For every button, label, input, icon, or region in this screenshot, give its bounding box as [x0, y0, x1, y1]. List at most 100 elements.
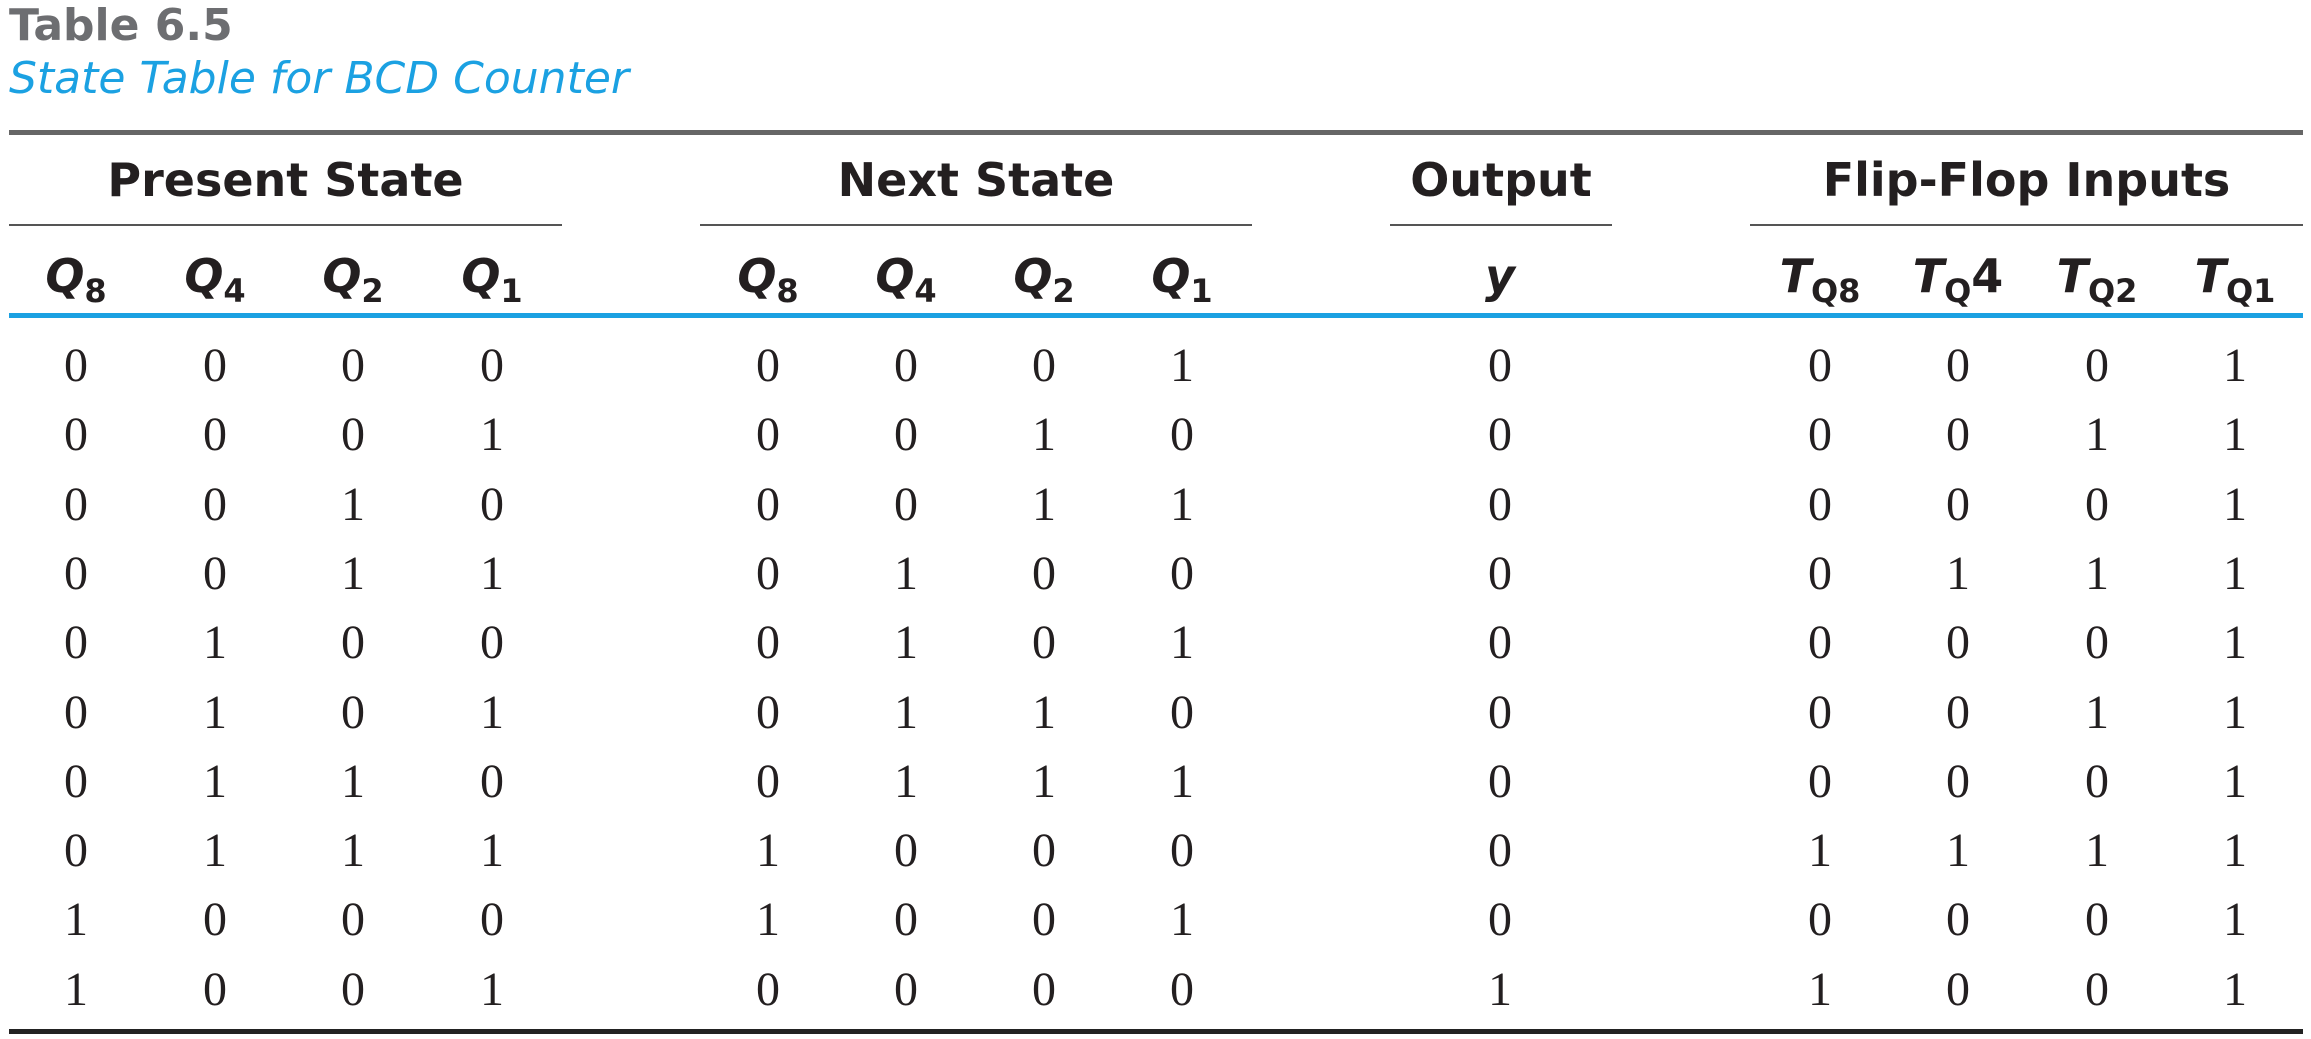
- table-cell: 1: [1170, 755, 1194, 808]
- table-cell: 0: [756, 686, 780, 739]
- column-header-tq1: TQ1: [2185, 246, 2285, 311]
- table-caption: State Table for BCD Counter: [9, 53, 629, 104]
- table-cell: 0: [1808, 478, 1832, 531]
- table-cell: 1: [2223, 755, 2247, 808]
- table-cell: 1: [203, 686, 227, 739]
- table-cell: 1: [1946, 824, 1970, 877]
- table-cell: 0: [1032, 547, 1056, 600]
- table-cell: 0: [1170, 408, 1194, 461]
- table-cell: 0: [1808, 339, 1832, 392]
- table-cell: 0: [341, 963, 365, 1016]
- table-cell: 1: [2223, 686, 2247, 739]
- group-rule-output: [1390, 224, 1612, 226]
- table-cell: 1: [2223, 339, 2247, 392]
- group-header-flip-flop-inputs: Flip-Flop Inputs: [1822, 153, 2231, 207]
- table-cell: 1: [1032, 478, 1056, 531]
- table-cell: 0: [1488, 824, 1512, 877]
- column-header-next-q4: Q4: [856, 246, 956, 311]
- column-header-subscript: 4: [914, 272, 937, 310]
- table-cell: 0: [1946, 893, 1970, 946]
- column-header-subscript: 2: [361, 272, 384, 310]
- table-cell: 1: [1032, 686, 1056, 739]
- table-cell: 0: [341, 616, 365, 669]
- column-header-subscript: 2: [1052, 272, 1075, 310]
- table-cell: 1: [2223, 616, 2247, 669]
- table-cell: 0: [2085, 755, 2109, 808]
- table-cell: 0: [1808, 755, 1832, 808]
- table-cell: 0: [1488, 893, 1512, 946]
- table-cell: 1: [341, 478, 365, 531]
- table-cell: 1: [341, 755, 365, 808]
- table-cell: 1: [1170, 478, 1194, 531]
- group-rule-next-state: [700, 224, 1252, 226]
- table-cell: 1: [2223, 824, 2247, 877]
- column-header-subscript: 8: [776, 272, 799, 310]
- table-cell: 1: [480, 963, 504, 1016]
- table-cell: 0: [1946, 963, 1970, 1016]
- table-cell: 1: [1170, 339, 1194, 392]
- column-header-next-q1: Q1: [1132, 246, 1232, 311]
- group-header-next-state: Next State: [837, 153, 1115, 207]
- table-cell: 0: [203, 339, 227, 392]
- bottom-rule: [9, 1029, 2303, 1034]
- table-cell: 0: [341, 686, 365, 739]
- table-cell: 0: [203, 893, 227, 946]
- table-cell: 1: [2223, 547, 2247, 600]
- table-cell: 0: [1032, 616, 1056, 669]
- table-cell: 1: [2085, 408, 2109, 461]
- column-header-subscript: Q1: [2225, 272, 2276, 310]
- column-header-symbol: T: [1779, 249, 1811, 303]
- table-cell: 0: [203, 963, 227, 1016]
- table-cell: 1: [2223, 478, 2247, 531]
- top-rule: [9, 130, 2303, 135]
- table-cell: 0: [1488, 547, 1512, 600]
- table-cell: 0: [756, 963, 780, 1016]
- column-header-output-y: y: [1450, 246, 1550, 306]
- table-cell: 0: [1488, 755, 1512, 808]
- column-header-symbol: Q: [461, 249, 501, 303]
- column-header-symbol: T: [2056, 249, 2088, 303]
- table-cell: 1: [341, 547, 365, 600]
- table-cell: 0: [1808, 547, 1832, 600]
- table-cell: 0: [756, 339, 780, 392]
- table-cell: 1: [756, 824, 780, 877]
- table-cell: 0: [480, 755, 504, 808]
- group-header-present-state: Present State: [107, 153, 464, 207]
- table-cell: 0: [1488, 686, 1512, 739]
- table-cell: 1: [2085, 824, 2109, 877]
- group-header-output: Output: [1410, 153, 1592, 207]
- table-cell: 0: [1488, 616, 1512, 669]
- table-cell: 1: [480, 686, 504, 739]
- column-header-next-q2: Q2: [994, 246, 1094, 311]
- table-cell: 0: [1488, 478, 1512, 531]
- table-number: Table 6.5: [9, 0, 233, 51]
- table-cell: 0: [1808, 686, 1832, 739]
- table-cell: 0: [64, 686, 88, 739]
- table-cell: 0: [1032, 893, 1056, 946]
- column-header-tq2: TQ2: [2047, 246, 2147, 311]
- table-cell: 0: [1946, 616, 1970, 669]
- table-cell: 0: [894, 408, 918, 461]
- table-cell: 0: [2085, 478, 2109, 531]
- column-header-symbol: Q: [184, 249, 224, 303]
- table-cell: 0: [894, 893, 918, 946]
- column-header-symbol: Q: [737, 249, 777, 303]
- column-header-symbol: T: [2194, 249, 2226, 303]
- table-cell: 1: [894, 755, 918, 808]
- table-cell: 0: [1032, 963, 1056, 1016]
- column-header-subscript: 1: [500, 272, 523, 310]
- table-cell: 1: [1488, 963, 1512, 1016]
- table-cell: 0: [341, 893, 365, 946]
- table-cell: 1: [64, 893, 88, 946]
- table-cell: 0: [756, 478, 780, 531]
- table-cell: 0: [1032, 824, 1056, 877]
- column-header-subscript: Q8: [1810, 272, 1861, 310]
- table-cell: 0: [341, 339, 365, 392]
- table-cell: 0: [64, 339, 88, 392]
- column-header-symbol: T: [1912, 249, 1945, 303]
- table-cell: 0: [2085, 616, 2109, 669]
- table-cell: 1: [894, 686, 918, 739]
- table-cell: 0: [2085, 893, 2109, 946]
- column-header-suffix: 4: [1971, 249, 2004, 303]
- column-header-subscript: Q2: [2087, 272, 2138, 310]
